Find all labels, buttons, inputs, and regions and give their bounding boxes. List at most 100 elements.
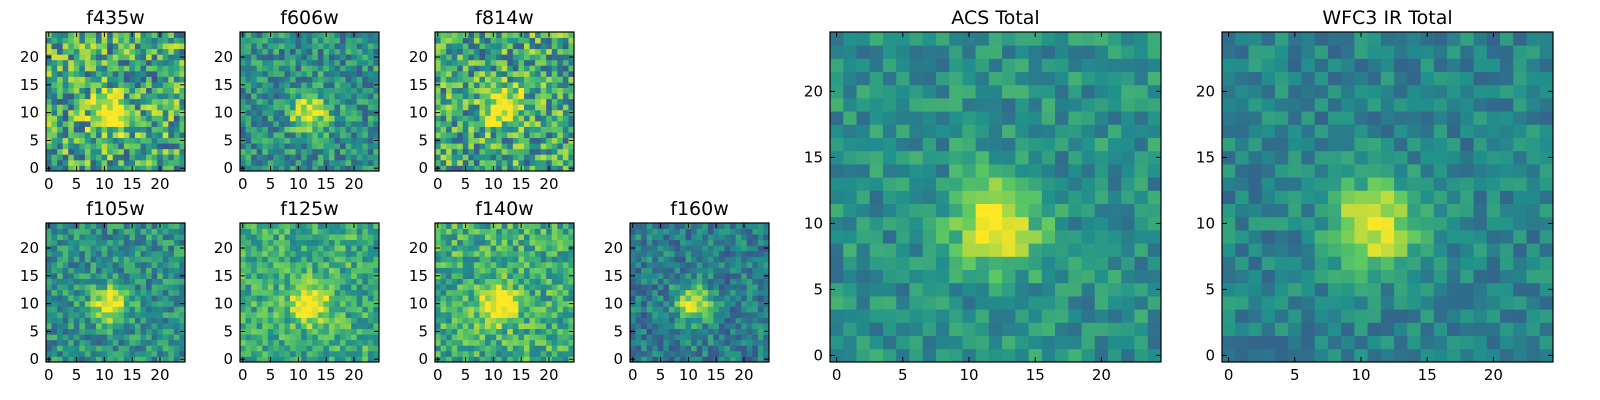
heatmap-cell — [362, 278, 369, 285]
heatmap-cell — [334, 339, 341, 346]
heatmap-cell — [457, 311, 464, 318]
heatmap-cell — [351, 43, 358, 50]
heatmap-cell — [935, 348, 950, 363]
heatmap-cell — [62, 32, 69, 38]
heatmap-cell — [367, 278, 374, 285]
heatmap-cell — [90, 350, 97, 357]
heatmap-cell — [290, 137, 296, 144]
heatmap-cell — [691, 245, 698, 252]
heatmap-cell — [551, 32, 558, 38]
heatmap-cell — [562, 239, 569, 246]
heatmap-cell — [496, 70, 503, 77]
heatmap-cell — [123, 37, 130, 44]
heatmap-cell — [173, 37, 180, 44]
heatmap-cell — [146, 306, 153, 313]
heatmap-cell — [962, 282, 977, 297]
heatmap-cell — [317, 70, 324, 77]
heatmap-cell — [724, 261, 731, 268]
heatmap-cell — [457, 43, 464, 50]
heatmap-cell — [468, 295, 475, 302]
heatmap-cell — [73, 159, 80, 166]
heatmap-cell — [134, 159, 141, 166]
heatmap-cell — [741, 345, 748, 352]
heatmap-cell — [173, 317, 180, 324]
heatmap-cell — [107, 328, 114, 335]
heatmap-cell — [73, 228, 80, 235]
heatmap-cell — [79, 311, 86, 318]
heatmap-cell — [451, 339, 458, 346]
heatmap-cell — [741, 328, 748, 335]
heatmap-cell — [245, 159, 252, 166]
y-tick-label: 5 — [418, 322, 428, 340]
heatmap-cell — [518, 54, 525, 61]
heatmap-cell — [123, 256, 130, 263]
heatmap-cell — [367, 250, 374, 257]
heatmap-cell — [546, 54, 553, 61]
heatmap-cell — [535, 345, 542, 352]
heatmap-cell — [151, 289, 158, 296]
heatmap-cell — [535, 267, 542, 274]
x-tick-label: 10 — [679, 366, 698, 384]
heatmap-cell — [724, 317, 731, 324]
heatmap-cell — [345, 273, 352, 279]
heatmap-cell — [490, 93, 497, 100]
heatmap-cell — [949, 216, 963, 231]
heatmap-cell — [468, 339, 475, 346]
heatmap-cell — [57, 278, 64, 285]
heatmap-cell — [284, 250, 291, 257]
heatmap-cell — [157, 137, 164, 144]
heatmap-cell — [90, 76, 97, 83]
heatmap-cell — [267, 120, 274, 127]
heatmap-cell — [101, 143, 108, 150]
heatmap-cell — [473, 159, 480, 166]
heatmap-cell — [328, 256, 335, 263]
heatmap-cell — [462, 345, 469, 352]
heatmap-cell — [518, 93, 525, 100]
heatmap-cell — [896, 256, 910, 270]
heatmap-cell — [674, 356, 681, 363]
heatmap-cell — [473, 32, 480, 38]
heatmap-cell — [146, 228, 153, 235]
heatmap-cell — [518, 278, 525, 285]
heatmap-cell — [440, 295, 447, 302]
heatmap-cell — [962, 269, 977, 284]
heatmap-cell — [373, 267, 380, 274]
heatmap-cell — [157, 109, 164, 116]
heatmap-cell — [718, 311, 725, 318]
heatmap-cell — [367, 295, 374, 302]
heatmap-cell — [129, 289, 136, 296]
heatmap-cell — [284, 273, 291, 279]
heatmap-cell — [657, 261, 664, 268]
heatmap-cell — [240, 126, 246, 133]
heatmap-cell — [140, 289, 147, 296]
heatmap-cell — [306, 154, 313, 161]
heatmap-cell — [79, 334, 86, 341]
heatmap-cell — [123, 295, 130, 302]
heatmap-cell — [351, 256, 358, 263]
heatmap-cell — [479, 239, 486, 246]
heatmap-cell — [146, 273, 153, 279]
heatmap-cell — [262, 261, 269, 268]
heatmap-cell — [1055, 282, 1069, 297]
heatmap-cell — [523, 159, 530, 166]
heatmap-cell — [284, 345, 291, 352]
heatmap-cell — [123, 115, 130, 122]
heatmap-cell — [262, 295, 269, 302]
heatmap-cell — [328, 300, 335, 307]
heatmap-cell — [1121, 203, 1135, 218]
heatmap-cell — [73, 245, 80, 252]
heatmap-cell — [323, 245, 330, 252]
heatmap-cell — [301, 356, 308, 363]
heatmap-cell — [707, 328, 714, 335]
heatmap-cell — [262, 256, 269, 263]
heatmap-cell — [680, 261, 686, 268]
heatmap-cell — [707, 250, 714, 257]
heatmap-cell — [746, 245, 753, 252]
heatmap-cell — [362, 126, 369, 133]
heatmap-cell — [446, 93, 453, 100]
heatmap-cell — [317, 334, 324, 341]
heatmap-cell — [151, 43, 158, 50]
heatmap-cell — [540, 311, 547, 318]
heatmap-cell — [262, 148, 269, 155]
